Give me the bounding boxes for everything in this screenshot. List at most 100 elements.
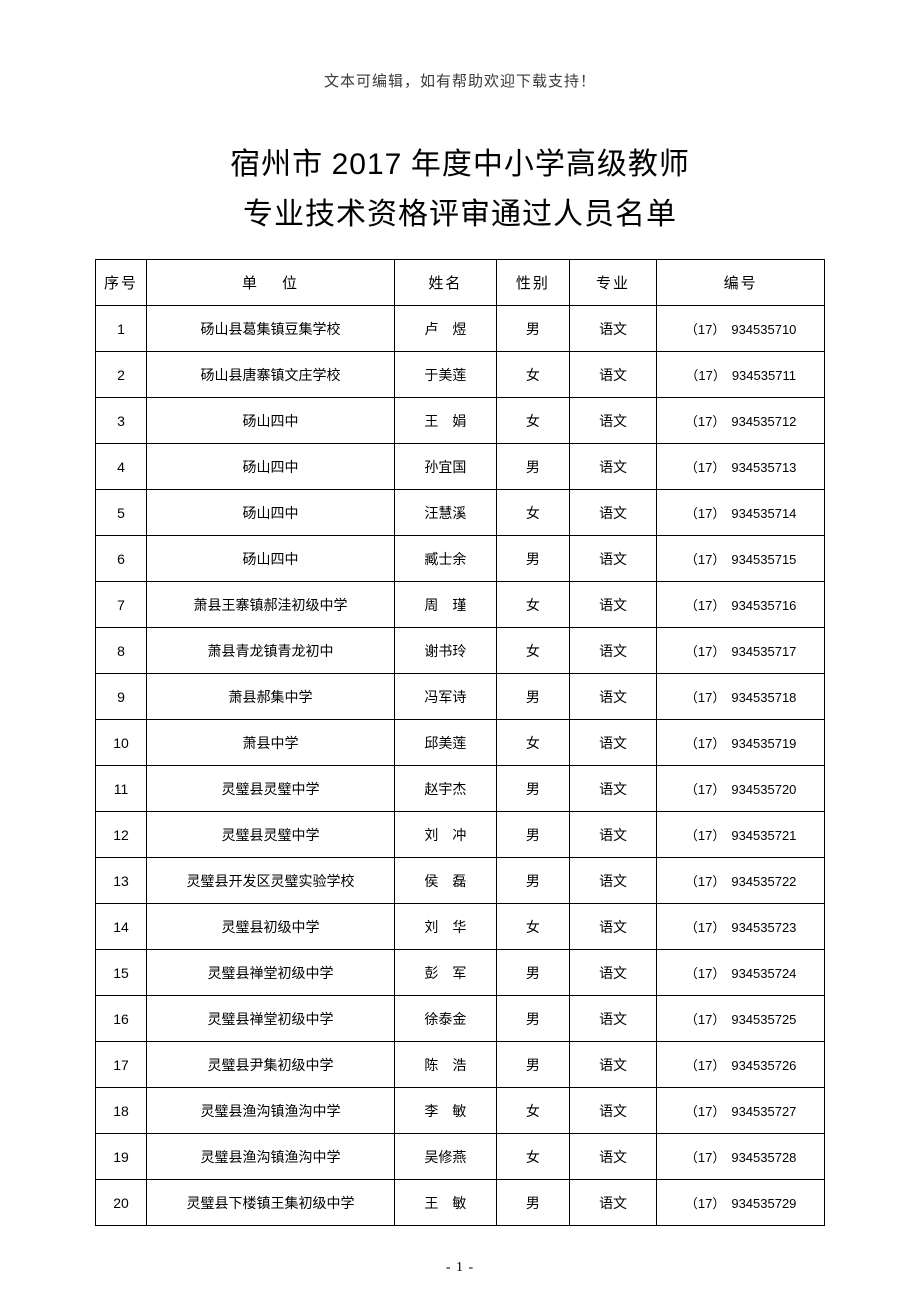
code-value: 934535720 <box>731 782 796 797</box>
cell-code: （17）934535729 <box>657 1180 825 1226</box>
code-value: 934535718 <box>731 690 796 705</box>
cell-unit: 灵璧县开发区灵璧实验学校 <box>147 858 395 904</box>
cell-seq: 19 <box>96 1134 147 1180</box>
cell-unit: 萧县郝集中学 <box>147 674 395 720</box>
code-value: 934535724 <box>731 966 796 981</box>
cell-unit: 砀山四中 <box>147 490 395 536</box>
cell-subject: 语文 <box>569 1088 656 1134</box>
code-prefix: （17） <box>685 828 725 843</box>
header-code: 编号 <box>657 260 825 306</box>
cell-gender: 女 <box>496 628 569 674</box>
cell-unit: 砀山四中 <box>147 444 395 490</box>
cell-name: 臧士余 <box>394 536 496 582</box>
cell-name: 李 敏 <box>394 1088 496 1134</box>
table-row: 14灵璧县初级中学刘 华女语文（17）934535723 <box>96 904 825 950</box>
cell-name: 汪慧溪 <box>394 490 496 536</box>
cell-unit: 灵璧县灵璧中学 <box>147 812 395 858</box>
cell-name: 孙宜国 <box>394 444 496 490</box>
cell-name: 于美莲 <box>394 352 496 398</box>
code-prefix: （17） <box>685 1058 725 1073</box>
cell-unit: 灵璧县尹集初级中学 <box>147 1042 395 1088</box>
cell-unit: 灵璧县下楼镇王集初级中学 <box>147 1180 395 1226</box>
cell-gender: 女 <box>496 1134 569 1180</box>
cell-gender: 女 <box>496 490 569 536</box>
code-prefix: （17） <box>685 460 725 475</box>
cell-seq: 6 <box>96 536 147 582</box>
cell-code: （17） 934535726 <box>657 1042 825 1088</box>
cell-subject: 语文 <box>569 628 656 674</box>
code-value: 934535725 <box>731 1012 796 1027</box>
header-gender: 性别 <box>496 260 569 306</box>
cell-gender: 女 <box>496 398 569 444</box>
cell-seq: 15 <box>96 950 147 996</box>
cell-unit: 砀山县葛集镇豆集学校 <box>147 306 395 352</box>
cell-gender: 女 <box>496 904 569 950</box>
document-title-line-2: 专业技术资格评审通过人员名单 <box>95 189 825 233</box>
cell-gender: 男 <box>496 950 569 996</box>
table-row: 16灵璧县禅堂初级中学徐泰金男语文（17）934535725 <box>96 996 825 1042</box>
cell-subject: 语文 <box>569 858 656 904</box>
cell-unit: 灵璧县渔沟镇渔沟中学 <box>147 1088 395 1134</box>
cell-code: （17）934535721 <box>657 812 825 858</box>
header-unit-a: 单 <box>242 276 259 292</box>
cell-name: 侯 磊 <box>394 858 496 904</box>
title-suffix: 年度中小学高级教师 <box>402 148 690 181</box>
code-value: 934535726 <box>731 1058 796 1073</box>
cell-seq: 1 <box>96 306 147 352</box>
code-prefix: （17） <box>685 1150 725 1165</box>
cell-gender: 女 <box>496 1088 569 1134</box>
cell-code: （17） 934535720 <box>657 766 825 812</box>
cell-gender: 女 <box>496 352 569 398</box>
table-row: 10萧县中学邱美莲女语文（17）934535719 <box>96 720 825 766</box>
cell-subject: 语文 <box>569 996 656 1042</box>
code-value: 934535717 <box>731 644 796 659</box>
cell-unit: 萧县王寨镇郝洼初级中学 <box>147 582 395 628</box>
cell-code: （17）934535711 <box>657 352 825 398</box>
code-value: 934535723 <box>731 920 796 935</box>
code-value: 934535722 <box>731 874 796 889</box>
table-row: 8萧县青龙镇青龙初中谢书玲女语文（17）934535717 <box>96 628 825 674</box>
cell-unit: 灵璧县初级中学 <box>147 904 395 950</box>
table-row: 19灵璧县渔沟镇渔沟中学吴修燕女语文（17）934535728 <box>96 1134 825 1180</box>
cell-name: 刘 华 <box>394 904 496 950</box>
code-prefix: （17） <box>685 322 725 337</box>
cell-unit: 灵璧县禅堂初级中学 <box>147 996 395 1042</box>
cell-unit: 萧县青龙镇青龙初中 <box>147 628 395 674</box>
cell-subject: 语文 <box>569 1180 656 1226</box>
cell-name: 王 敏 <box>394 1180 496 1226</box>
cell-subject: 语文 <box>569 674 656 720</box>
code-prefix: （17） <box>685 874 725 889</box>
cell-subject: 语文 <box>569 812 656 858</box>
cell-gender: 男 <box>496 536 569 582</box>
cell-gender: 男 <box>496 996 569 1042</box>
table-row: 6砀山四中臧士余男语文（17）934535715 <box>96 536 825 582</box>
header-subject: 专业 <box>569 260 656 306</box>
code-value: 934535712 <box>731 414 796 429</box>
cell-seq: 18 <box>96 1088 147 1134</box>
cell-code: （17） 934535725 <box>657 996 825 1042</box>
cell-gender: 男 <box>496 444 569 490</box>
cell-code: （17）934535724 <box>657 950 825 996</box>
code-prefix: （17） <box>685 1012 725 1027</box>
cell-name: 王 娟 <box>394 398 496 444</box>
cell-seq: 11 <box>96 766 147 812</box>
code-value: 934535728 <box>731 1150 796 1165</box>
cell-gender: 男 <box>496 858 569 904</box>
cell-name: 卢 煜 <box>394 306 496 352</box>
table-row: 3砀山四中王 娟女语文（17）934535712 <box>96 398 825 444</box>
cell-subject: 语文 <box>569 352 656 398</box>
cell-subject: 语文 <box>569 950 656 996</box>
page-number: - 1 - <box>95 1260 825 1276</box>
table-row: 15灵璧县禅堂初级中学彭 军男语文（17）934535724 <box>96 950 825 996</box>
cell-subject: 语文 <box>569 398 656 444</box>
header-note: 文本可编辑，如有帮助欢迎下载支持！ <box>95 70 825 91</box>
cell-code: （17）934535712 <box>657 398 825 444</box>
cell-name: 陈 浩 <box>394 1042 496 1088</box>
cell-code: （17）934535727 <box>657 1088 825 1134</box>
code-prefix: （17） <box>685 782 725 797</box>
cell-code: （17）934535715 <box>657 536 825 582</box>
cell-gender: 男 <box>496 812 569 858</box>
cell-name: 谢书玲 <box>394 628 496 674</box>
cell-unit: 灵璧县渔沟镇渔沟中学 <box>147 1134 395 1180</box>
cell-name: 周 瑾 <box>394 582 496 628</box>
